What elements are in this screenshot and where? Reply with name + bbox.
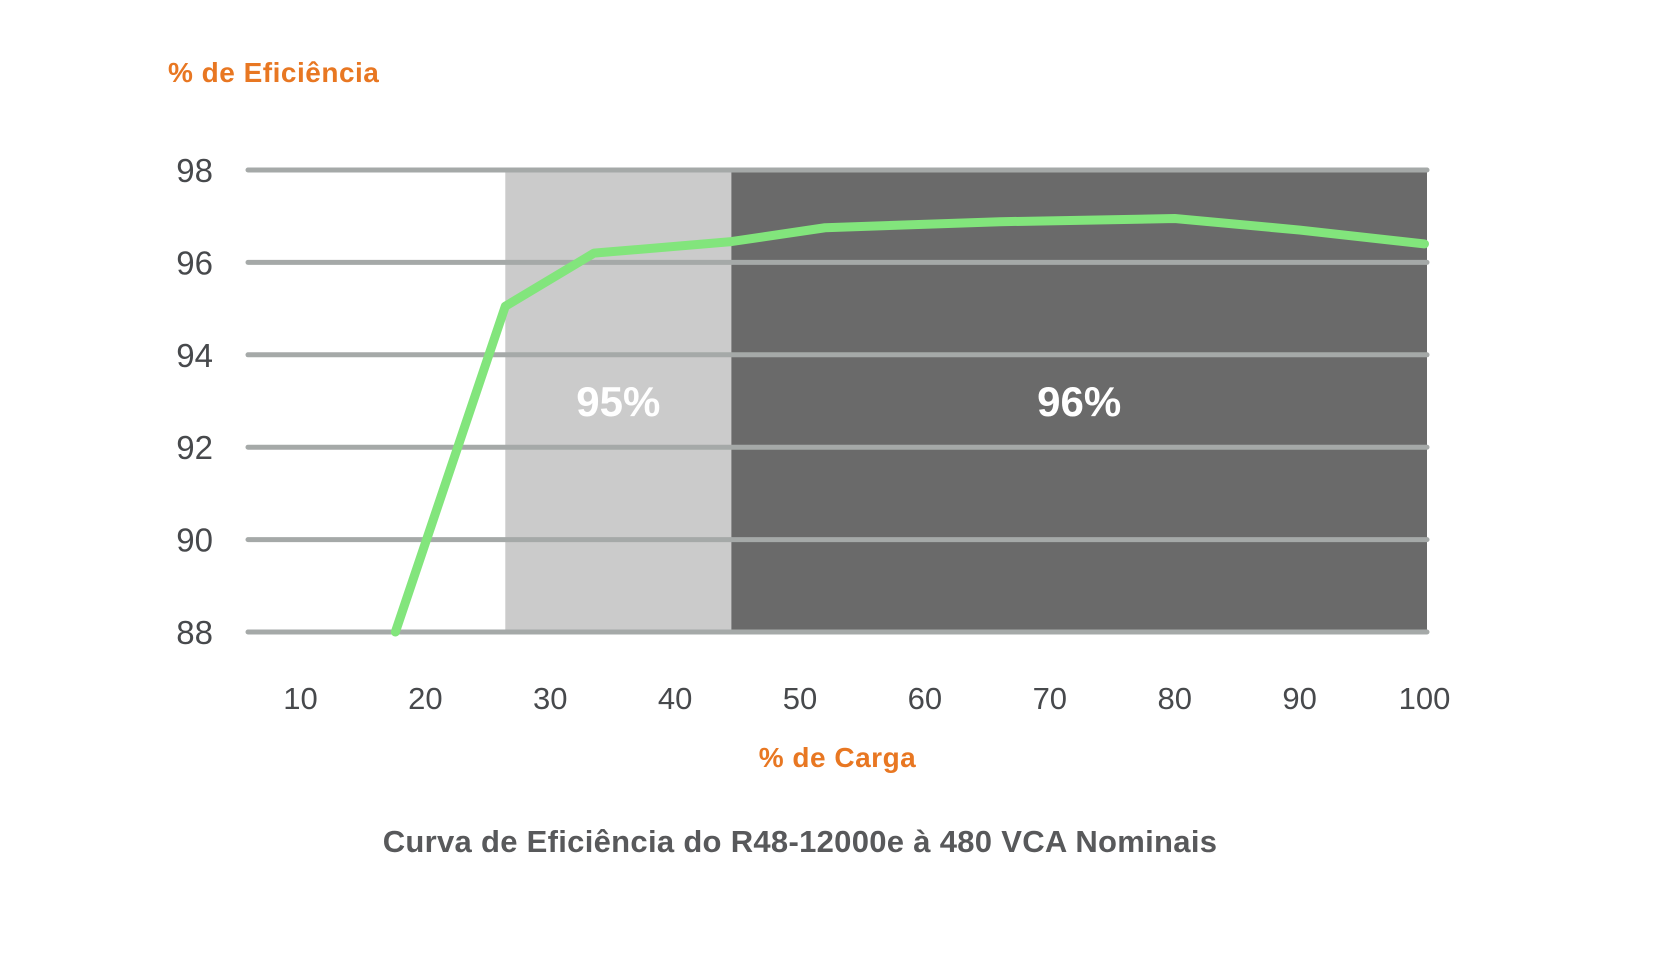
x-tick-90: 90 [1282, 681, 1316, 716]
x-tick-30: 30 [533, 681, 567, 716]
y-tick-98: 98 [176, 152, 213, 189]
region-label-96%: 96% [1037, 378, 1121, 425]
x-axis-label: % de Carga [758, 742, 917, 773]
chart-title: Curva de Eficiência do R48-12000e à 480 … [382, 824, 1218, 859]
x-tick-80: 80 [1157, 681, 1191, 716]
y-tick-92: 92 [176, 429, 213, 466]
x-tick-100: 100 [1399, 681, 1451, 716]
y-tick-94: 94 [176, 337, 213, 374]
x-tick-20: 20 [408, 681, 442, 716]
y-tick-88: 88 [176, 614, 213, 651]
y-axis-label: % de Eficiência [168, 57, 380, 88]
y-tick-96: 96 [176, 244, 213, 281]
y-tick-90: 90 [176, 522, 213, 559]
region-96% [731, 170, 1427, 632]
x-tick-50: 50 [783, 681, 817, 716]
x-tick-70: 70 [1033, 681, 1067, 716]
x-tick-10: 10 [283, 681, 317, 716]
region-label-95%: 95% [576, 378, 660, 425]
series-line-eficiencia [390, 214, 1430, 637]
x-tick-60: 60 [908, 681, 942, 716]
x-tick-40: 40 [658, 681, 692, 716]
